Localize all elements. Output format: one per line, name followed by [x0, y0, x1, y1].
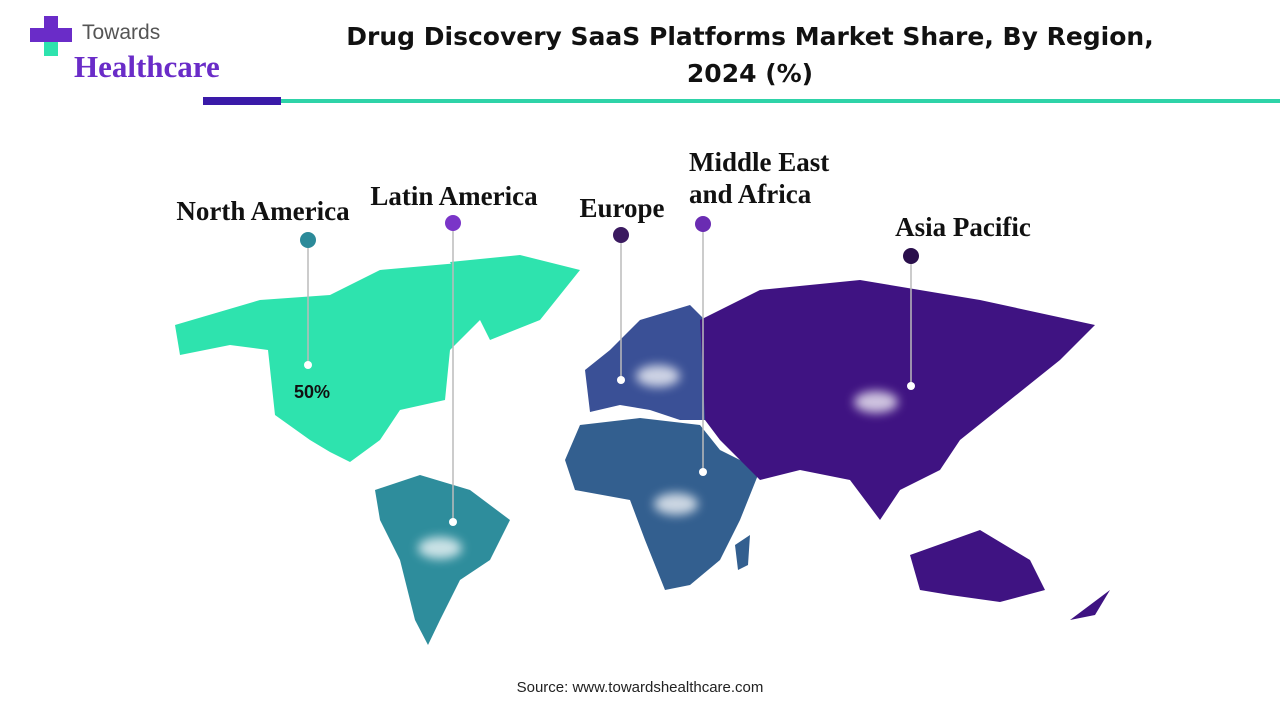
value-label: 50% [294, 382, 330, 402]
region-europe [585, 305, 715, 420]
logo-bottom: Healthcare [74, 49, 220, 84]
logo-icon [30, 16, 72, 56]
logo: Towards Healthcare [30, 16, 220, 84]
region-label: Europe [579, 193, 664, 223]
region-label: Middle East [689, 147, 829, 177]
region-marker [445, 215, 461, 231]
leader-ends [304, 361, 915, 526]
leader-lines [307, 223, 912, 522]
region-north-america [175, 255, 580, 462]
title: 2024 (%) [687, 59, 813, 88]
continents [175, 255, 1110, 645]
header-bar [203, 97, 281, 105]
region-label: Latin America [370, 181, 538, 211]
region-latin-america [375, 475, 510, 645]
logo-top: Towards [82, 21, 160, 44]
region-marker [695, 216, 711, 232]
region-asia-pacific [700, 280, 1110, 620]
region-label: and Africa [689, 179, 812, 209]
header-line [281, 99, 1280, 103]
blurred-values [418, 365, 898, 559]
logo-icon-accent [44, 42, 58, 56]
region-label: North America [176, 196, 350, 226]
region-label: Asia Pacific [895, 212, 1031, 242]
source: Source: www.towardshealthcare.com [517, 679, 764, 696]
region-marker [903, 248, 919, 264]
title: Drug Discovery SaaS Platforms Market Sha… [346, 22, 1153, 51]
region-marker [613, 227, 629, 243]
region-marker [300, 232, 316, 248]
